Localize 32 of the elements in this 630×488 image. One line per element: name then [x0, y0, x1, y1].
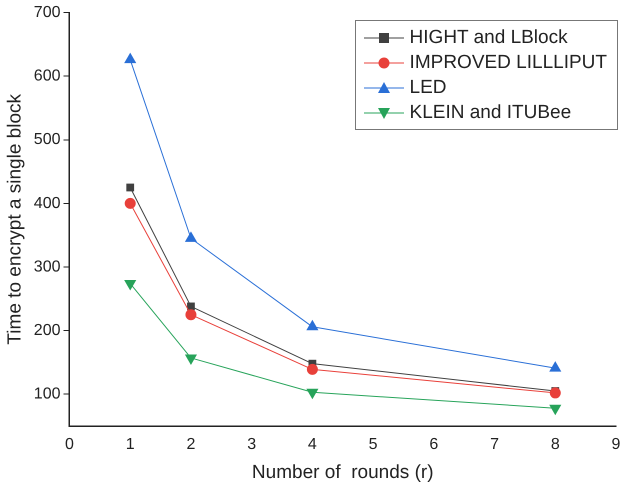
- point: [126, 184, 134, 192]
- y-tick-label: 500: [34, 131, 61, 148]
- point: [185, 309, 196, 320]
- y-tick-label: 400: [34, 194, 61, 212]
- legend-label: KLEIN and ITUBee: [410, 102, 572, 124]
- x-tick-label: 1: [126, 436, 135, 454]
- point: [124, 198, 136, 209]
- y-tick-label: 600: [34, 68, 61, 85]
- x-axis-title: Number of rounds (r): [252, 462, 434, 483]
- x-tick-label: 2: [186, 436, 196, 454]
- x-tick-label: 8: [550, 436, 560, 454]
- point: [549, 404, 562, 416]
- point: [184, 354, 198, 365]
- point: [306, 364, 318, 375]
- y-axis-title: Time to encrypt a single block: [4, 93, 26, 345]
- legend-label: HIGHT and LBlock: [410, 26, 568, 48]
- legend-label: LED: [410, 76, 447, 98]
- y-tick-label: 100: [34, 386, 61, 403]
- x-tick-label: 0: [65, 436, 74, 454]
- y-tick-label: 200: [34, 322, 61, 340]
- x-tick-label: 6: [429, 436, 438, 454]
- point: [306, 388, 318, 400]
- point: [550, 387, 561, 398]
- point: [124, 52, 136, 64]
- legend-label: IMPROVED LILLLIPUT: [410, 52, 607, 74]
- x-tick-label: 9: [612, 436, 621, 454]
- x-tick-label: 4: [308, 436, 317, 454]
- x-tick-label: 5: [368, 436, 378, 454]
- y-tick-label: 700: [34, 4, 61, 22]
- y-tick-label: 300: [34, 258, 61, 276]
- x-tick-label: 7: [490, 436, 500, 454]
- x-tick-label: 3: [247, 436, 256, 454]
